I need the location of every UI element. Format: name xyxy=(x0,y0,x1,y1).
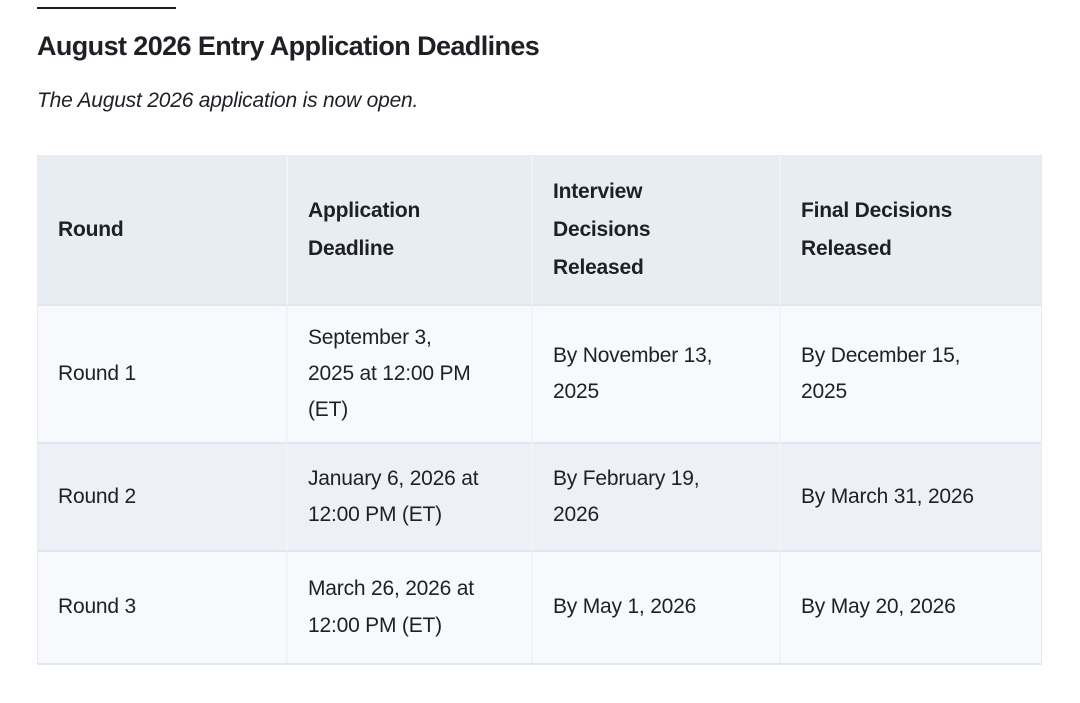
top-rule xyxy=(37,7,176,9)
cell-round-1-interview-decisions: By November 13, 2025 xyxy=(533,306,781,445)
header-cell-application-deadline: Application Deadline xyxy=(288,156,533,307)
cell-round-3-final-decisions: By May 20, 2026 xyxy=(781,552,1041,664)
cell-round-2-interview-decisions: By February 19, 2026 xyxy=(533,444,781,553)
cell-round-3-interview-decisions: By May 1, 2026 xyxy=(533,552,781,664)
cell-round-1-name: Round 1 xyxy=(38,306,288,445)
page-title: August 2026 Entry Application Deadlines xyxy=(37,31,540,61)
cell-round-2-final-decisions: By March 31, 2026 xyxy=(781,444,1041,553)
header-cell-interview-decisions-released: Interview Decisions Released xyxy=(533,156,781,307)
header-cell-round: Round xyxy=(38,156,288,307)
header-cell-final-decisions-released: Final Decisions Released xyxy=(781,156,1041,307)
deadlines-table-grid: Round Application Deadline Interview Dec… xyxy=(38,156,1041,664)
table-row-round-1: Round 1 September 3, 2025 at 12:00 PM (E… xyxy=(38,306,1041,445)
cell-round-3-name: Round 3 xyxy=(38,552,288,664)
page-subtitle: The August 2026 application is now open. xyxy=(37,88,419,112)
table-header-row: Round Application Deadline Interview Dec… xyxy=(38,156,1041,307)
deadlines-table: Round Application Deadline Interview Dec… xyxy=(37,155,1042,666)
cell-round-2-application-deadline: January 6, 2026 at 12:00 PM (ET) xyxy=(288,444,533,553)
cell-round-1-application-deadline: September 3, 2025 at 12:00 PM (ET) xyxy=(288,306,533,445)
cell-round-2-name: Round 2 xyxy=(38,444,288,553)
table-row-round-3: Round 3 March 26, 2026 at 12:00 PM (ET) … xyxy=(38,552,1041,664)
table-row-round-2: Round 2 January 6, 2026 at 12:00 PM (ET)… xyxy=(38,444,1041,553)
cell-round-3-application-deadline: March 26, 2026 at 12:00 PM (ET) xyxy=(288,552,533,664)
cell-round-1-final-decisions: By December 15, 2025 xyxy=(781,306,1041,445)
